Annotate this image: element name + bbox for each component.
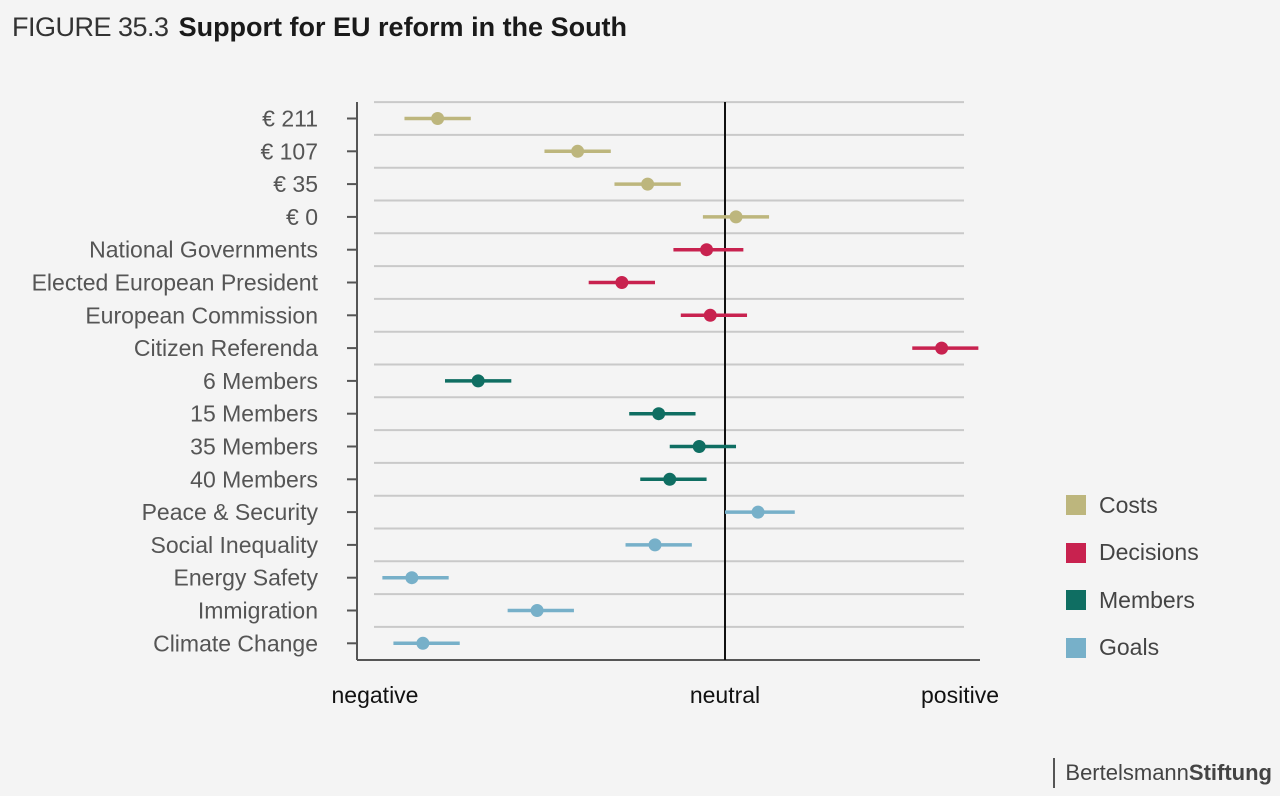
y-tick-label: 15 Members [190, 401, 318, 427]
chart-legend: Costs Decisions Members Goals [1066, 490, 1199, 680]
legend-swatch-costs [1066, 495, 1086, 515]
data-point [648, 538, 662, 552]
y-tick-label: 6 Members [203, 368, 318, 394]
data-point [751, 505, 765, 519]
legend-swatch-goals [1066, 637, 1086, 658]
legend-label-costs: Costs [1099, 491, 1158, 518]
y-tick-label: Social Inequality [151, 532, 319, 558]
y-tick-label: European Commission [85, 302, 318, 328]
data-point [729, 210, 743, 224]
y-tick-label: Immigration [198, 598, 318, 624]
y-tick-label: National Governments [89, 237, 318, 263]
data-point [615, 276, 629, 289]
data-point [641, 177, 655, 191]
data-point [652, 407, 666, 421]
y-tick-label: 40 Members [190, 466, 318, 492]
legend-item-decisions: Decisions [1066, 538, 1199, 568]
y-tick-label: € 35 [273, 171, 318, 197]
data-point [703, 308, 717, 322]
data-point [935, 341, 949, 355]
legend-label-decisions: Decisions [1099, 539, 1199, 565]
y-tick-label: € 107 [260, 138, 318, 164]
y-tick-label: € 211 [262, 106, 318, 132]
x-tick-label: positive [921, 682, 999, 708]
legend-swatch-members [1066, 590, 1086, 610]
x-tick-label: negative [332, 682, 419, 708]
y-tick-label: Citizen Referenda [134, 335, 318, 361]
legend-item-goals: Goals [1066, 633, 1199, 663]
y-tick-label: 35 Members [190, 434, 318, 460]
data-point [663, 472, 677, 486]
data-point [471, 374, 485, 388]
brand-name-bold: Stiftung [1188, 760, 1272, 785]
y-tick-label: Elected European President [32, 270, 319, 296]
y-tick-label: € 0 [286, 204, 318, 230]
brand-name-light: Bertelsmann [1065, 760, 1189, 785]
y-tick-label: Energy Safety [174, 565, 319, 591]
x-tick-label: neutral [690, 682, 760, 708]
legend-swatch-decisions [1066, 542, 1086, 563]
data-point [431, 112, 445, 125]
brand-logo: BertelsmannStiftung [1053, 758, 1272, 788]
data-point [530, 604, 544, 617]
legend-label-members: Members [1099, 586, 1195, 613]
figure-label: FIGURE 35.3 [12, 12, 169, 42]
legend-item-costs: Costs [1066, 490, 1199, 520]
data-point [416, 636, 430, 650]
data-point [571, 144, 585, 158]
legend-item-members: Members [1066, 585, 1199, 615]
data-point [700, 243, 714, 257]
y-tick-label: Climate Change [153, 630, 318, 656]
page-title: Support for EU reform in the South [178, 12, 628, 42]
y-tick-label: Peace & Security [142, 499, 319, 525]
legend-label-goals: Goals [1099, 634, 1160, 660]
data-point [692, 440, 706, 453]
data-point [405, 571, 419, 585]
figure-header: FIGURE 35.3 Support for EU reform in the … [12, 12, 627, 43]
